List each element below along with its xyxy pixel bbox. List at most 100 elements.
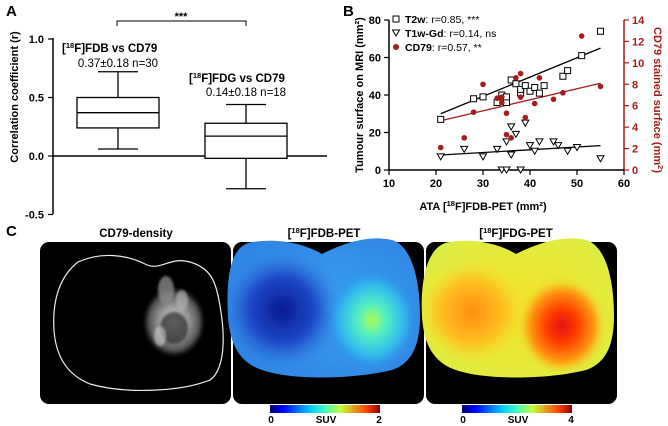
panel-a-ylabel: Correlation coefficient (r)	[9, 31, 21, 163]
point-cd79	[536, 75, 543, 81]
point-t1w-gd	[511, 130, 521, 139]
colorbar-fdg: 0 SUV 4	[460, 405, 574, 426]
panel-b: B Tumour surface on MRI (mm²) CD79 stain…	[343, 3, 665, 213]
panel-b-ytick-right-label: 6	[632, 101, 638, 113]
panel-b-ytick-right-label: 2	[632, 144, 638, 156]
fdg-pet-image	[421, 238, 617, 404]
point-t1w-gd	[502, 166, 511, 174]
point-t1w-gd	[520, 119, 530, 128]
panel-b-xtick-label: 10	[383, 178, 395, 190]
point-t2w	[521, 82, 529, 90]
fdb-box-stats: 0.37±0.18 n=30	[78, 58, 158, 70]
panel-a-ytick-label: -0.5	[25, 210, 44, 222]
panel-c: C CD79-density [18F]FDB-PET [18F]F	[6, 223, 617, 426]
point-cd79	[517, 94, 524, 100]
point-t2w	[559, 72, 567, 80]
panel-b-ytick-left-label: 0	[375, 165, 381, 177]
fit-line-t2w	[440, 47, 601, 115]
point-cd79	[437, 144, 444, 151]
panel-b-ylabel-right: CD79 stained surface (mm2)	[651, 27, 665, 173]
point-cd79	[503, 131, 510, 138]
point-t1w-gd	[502, 138, 511, 146]
colorbar-fdb-min: 0	[268, 415, 274, 426]
box-fdg	[204, 103, 288, 190]
box-iqr	[204, 122, 288, 159]
fdb-box-label: [18F]FDB vs CD79	[62, 41, 157, 55]
fit-line-cd79	[440, 82, 601, 122]
point-t1w-gd	[535, 138, 544, 146]
colorbar-fdg-min: 0	[460, 415, 466, 426]
panel-b-ytick-right-label: 12	[632, 36, 644, 48]
fdb-pet-title: [18F]FDB-PET	[288, 226, 361, 240]
legend-marker-t1w	[391, 29, 401, 37]
panel-b-ytick-left-label: 60	[369, 53, 381, 65]
panel-b-ytick-right-label: 14	[632, 15, 645, 27]
point-cd79	[499, 94, 505, 100]
point-t2w	[479, 93, 487, 101]
point-t2w	[470, 95, 478, 103]
point-cd79	[597, 83, 604, 90]
panel-a-letter: A	[6, 3, 17, 20]
point-cd79	[494, 95, 500, 102]
point-t1w-gd	[596, 155, 605, 163]
colorbar-fdg-label: SUV	[508, 415, 529, 426]
colorbar-fdb-label: SUV	[316, 415, 337, 426]
panel-b-legend: T2w: r=0.85, *** T1w-Gd: r=0.14, ns CD79…	[391, 14, 496, 54]
point-cd79	[578, 33, 585, 39]
panel-b-ytick-left-label: 80	[369, 15, 381, 27]
colorbar-fdg-max: 4	[568, 415, 574, 426]
point-cd79	[480, 81, 486, 88]
point-t2w	[437, 115, 445, 123]
box-fdb	[76, 71, 160, 150]
fdg-pet-title: [18F]FDG-PET	[479, 226, 553, 240]
panel-c-letter: C	[6, 223, 17, 240]
panel-b-xtick-label: 20	[430, 178, 442, 190]
brain-contour	[53, 254, 224, 391]
fdb-pet-image	[227, 238, 424, 404]
point-t1w-gd	[459, 145, 469, 154]
point-t1w-gd	[506, 151, 516, 159]
legend-marker-t2w	[392, 15, 400, 23]
point-t1w-gd	[436, 153, 446, 161]
point-t1w-gd	[549, 138, 558, 146]
legend-entry-t2w: T2w: r=0.85, ***	[405, 14, 479, 26]
point-t2w	[517, 85, 525, 93]
point-cd79	[560, 90, 566, 96]
significance-bracket	[116, 20, 247, 26]
point-t2w	[526, 87, 534, 95]
point-t2w	[531, 84, 539, 91]
fdg-box-stats: 0.14±0.18 n=18	[206, 87, 286, 99]
panel-a-ytick-label: 0.5	[29, 93, 44, 105]
point-cd79	[550, 96, 557, 103]
panel-a: A Correlation coefficient (r) 1.0 0.5 0.0 -…	[6, 3, 327, 222]
point-cd79	[461, 135, 468, 141]
point-cd79	[522, 114, 529, 121]
point-t1w-gd	[506, 123, 516, 131]
point-t2w	[512, 80, 520, 88]
point-cd79	[499, 99, 505, 106]
point-t1w-gd	[478, 153, 488, 161]
point-cd79	[503, 110, 510, 117]
point-t1w-gd	[530, 147, 540, 156]
point-t1w-gd	[572, 144, 582, 152]
significance-stars: ***	[175, 11, 189, 23]
panel-b-ytick-right-label: 8	[632, 79, 638, 91]
panel-a-ytick-label: 0.0	[29, 151, 44, 163]
colorbar-fdb: 0 SUV 2	[268, 405, 382, 426]
point-t1w-gd	[563, 147, 572, 156]
point-cd79	[531, 100, 538, 107]
panel-a-ytick-label: 1.0	[29, 34, 44, 46]
cd79-density-image	[40, 242, 231, 404]
point-t1w-gd	[525, 142, 535, 150]
panel-b-xtick-label: 60	[618, 178, 630, 190]
point-t1w-gd	[492, 145, 502, 154]
panel-b-ytick-left-label: 40	[369, 90, 381, 102]
panel-b-letter: B	[343, 3, 354, 20]
panel-b-ylabel-left: Tumour surface on MRI (mm²)	[354, 17, 366, 173]
point-cd79	[513, 75, 519, 81]
point-cd79	[517, 70, 524, 77]
panel-b-xtick-label: 30	[477, 178, 489, 190]
panel-b-xtick-label: 40	[524, 178, 536, 190]
point-t1w-gd	[553, 142, 563, 150]
